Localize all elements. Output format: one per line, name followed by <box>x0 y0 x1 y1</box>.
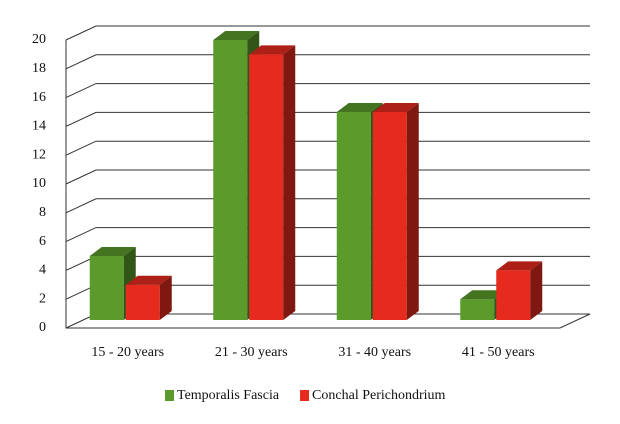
x-tick-label: 15 - 20 years <box>91 345 164 360</box>
grid-line <box>65 83 590 99</box>
bar <box>372 103 419 320</box>
bar-top <box>89 247 136 256</box>
grid-line <box>65 111 590 127</box>
grid-line <box>65 227 590 243</box>
grid-line <box>65 140 590 156</box>
bar-front <box>249 54 284 321</box>
bar-top <box>372 103 419 112</box>
legend-label: Conchal Perichondrium <box>312 388 445 403</box>
grid-line <box>65 25 590 41</box>
y-tick-label: 8 <box>39 205 46 220</box>
bar-front <box>89 256 124 320</box>
y-tick-label: 2 <box>39 291 46 306</box>
legend-swatch <box>300 390 310 401</box>
bar-side <box>159 275 172 320</box>
bar-front <box>125 284 160 320</box>
bar-top <box>125 275 172 285</box>
bar-front <box>336 112 371 320</box>
bar-top <box>460 290 507 300</box>
bar-front <box>372 112 407 320</box>
bar-side <box>530 261 543 320</box>
bar <box>125 275 172 320</box>
legend-label: Temporalis Fascia <box>177 388 280 403</box>
legend-swatch <box>165 390 174 401</box>
y-tick-label: 6 <box>39 234 46 249</box>
bar <box>496 261 543 320</box>
y-tick-label: 20 <box>32 32 46 47</box>
y-tick-label: 0 <box>39 320 46 335</box>
bar-top <box>496 261 543 271</box>
bar-top <box>249 45 296 55</box>
y-tick-label: 16 <box>32 90 46 105</box>
y-tick-label: 10 <box>32 176 46 191</box>
y-tick-label: 12 <box>32 147 46 162</box>
y-tick-label: 4 <box>39 263 46 278</box>
bar <box>249 45 296 321</box>
x-tick-label: 41 - 50 years <box>462 345 535 360</box>
bar-side <box>406 103 419 320</box>
y-tick-label: 18 <box>32 61 46 76</box>
x-tick-label: 31 - 40 years <box>338 345 411 360</box>
x-tick-label: 21 - 30 years <box>215 345 288 360</box>
bar-side <box>283 45 296 321</box>
y-tick-label: 14 <box>32 119 46 134</box>
bar-front <box>496 270 531 320</box>
grid-line <box>65 169 590 185</box>
bar-top <box>336 103 383 112</box>
bar-top <box>213 31 260 40</box>
bar-front <box>213 40 248 320</box>
grid-line <box>65 198 590 214</box>
bar-front <box>460 299 495 320</box>
grid-line <box>65 54 590 70</box>
